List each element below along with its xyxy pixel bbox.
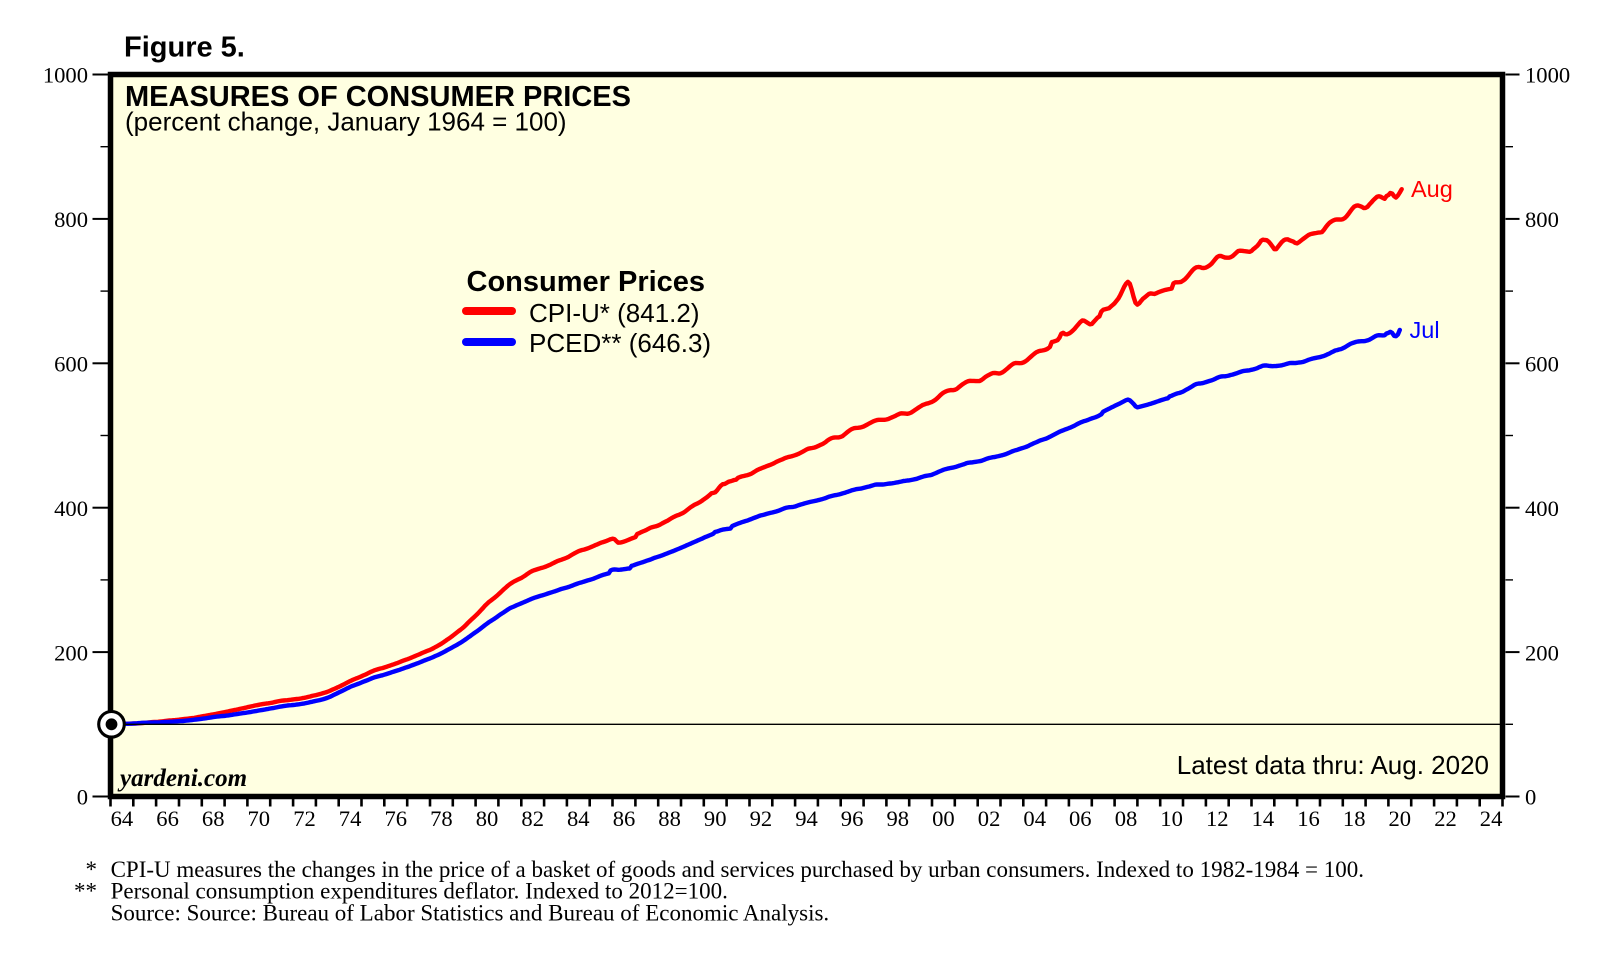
svg-text:Latest data thru: Aug. 2020: Latest data thru: Aug. 2020 <box>1177 750 1489 780</box>
svg-text:1000: 1000 <box>43 63 88 88</box>
svg-text:Aug: Aug <box>1411 176 1453 202</box>
svg-text:Consumer Prices: Consumer Prices <box>467 266 706 298</box>
svg-text:1000: 1000 <box>1525 63 1570 88</box>
svg-text:*: * <box>86 857 98 882</box>
svg-text:74: 74 <box>339 806 362 831</box>
svg-text:Personal consumption expenditu: Personal consumption expenditures deflat… <box>111 879 728 904</box>
svg-text:(percent change, January 1964: (percent change, January 1964 = 100) <box>125 107 567 137</box>
svg-text:600: 600 <box>54 352 88 377</box>
svg-text:16: 16 <box>1297 806 1320 831</box>
svg-text:CPI-U measures the changes in: CPI-U measures the changes in the price … <box>111 857 1364 882</box>
svg-text:96: 96 <box>841 806 864 831</box>
svg-text:200: 200 <box>1525 640 1559 665</box>
svg-text:yardeni.com: yardeni.com <box>117 765 247 792</box>
svg-text:400: 400 <box>54 496 88 521</box>
svg-text:04: 04 <box>1023 806 1046 831</box>
svg-text:72: 72 <box>293 806 316 831</box>
svg-text:64: 64 <box>111 806 134 831</box>
svg-text:800: 800 <box>54 207 88 232</box>
svg-text:Source: Source: Bureau of Labo: Source: Source: Bureau of Labor Statisti… <box>111 901 830 926</box>
svg-text:22: 22 <box>1434 806 1457 831</box>
svg-text:06: 06 <box>1069 806 1092 831</box>
svg-text:600: 600 <box>1525 352 1559 377</box>
svg-text:76: 76 <box>385 806 408 831</box>
svg-text:10: 10 <box>1160 806 1183 831</box>
svg-text:0: 0 <box>77 785 88 810</box>
svg-text:Jul: Jul <box>1410 317 1440 343</box>
svg-text:80: 80 <box>476 806 499 831</box>
svg-text:82: 82 <box>521 806 544 831</box>
svg-text:12: 12 <box>1206 806 1229 831</box>
svg-text:**: ** <box>74 879 97 904</box>
svg-text:88: 88 <box>658 806 681 831</box>
svg-text:90: 90 <box>704 806 727 831</box>
svg-text:400: 400 <box>1525 496 1559 521</box>
svg-text:78: 78 <box>430 806 453 831</box>
svg-text:CPI-U* (841.2): CPI-U* (841.2) <box>529 298 700 328</box>
svg-text:68: 68 <box>202 806 225 831</box>
svg-text:MEASURES OF CONSUMER PRICES: MEASURES OF CONSUMER PRICES <box>125 81 631 113</box>
svg-text:92: 92 <box>750 806 773 831</box>
svg-text:24: 24 <box>1480 806 1503 831</box>
svg-text:66: 66 <box>156 806 179 831</box>
svg-text:200: 200 <box>54 640 88 665</box>
svg-text:84: 84 <box>567 806 590 831</box>
svg-text:00: 00 <box>932 806 955 831</box>
svg-text:Figure 5.: Figure 5. <box>124 32 245 64</box>
svg-text:02: 02 <box>978 806 1001 831</box>
svg-text:86: 86 <box>613 806 636 831</box>
svg-text:98: 98 <box>887 806 910 831</box>
svg-text:800: 800 <box>1525 207 1559 232</box>
svg-text:70: 70 <box>248 806 271 831</box>
svg-text:PCED** (646.3): PCED** (646.3) <box>529 328 711 358</box>
svg-text:18: 18 <box>1343 806 1366 831</box>
svg-text:94: 94 <box>795 806 818 831</box>
svg-text:14: 14 <box>1252 806 1275 831</box>
svg-text:0: 0 <box>1525 785 1536 810</box>
svg-text:20: 20 <box>1389 806 1412 831</box>
svg-text:08: 08 <box>1115 806 1138 831</box>
